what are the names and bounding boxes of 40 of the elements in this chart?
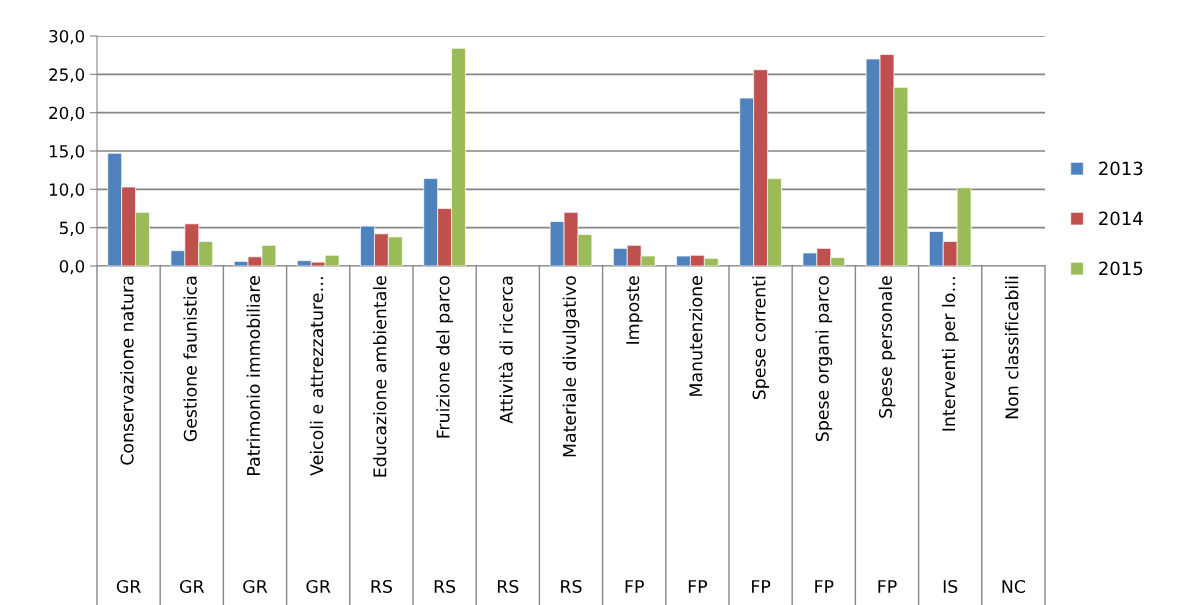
y-tick-label: 15,0 [49, 144, 85, 160]
text: FP [688, 580, 708, 593]
text: FP [878, 580, 897, 593]
legend-label: 2014 [1099, 211, 1143, 226]
legend-label: 2013 [1099, 161, 1143, 176]
y-tick-label: 10,0 [49, 183, 85, 198]
x-tick-label: Interventi per lo… [941, 277, 959, 431]
text: FP [625, 580, 644, 593]
text: GR [180, 579, 205, 594]
x-tick-label: Spese personale [878, 276, 896, 418]
x-tick-label: Educazione ambientale [373, 276, 387, 477]
text: FP [752, 580, 771, 593]
legend-label: 2015 [1099, 261, 1143, 276]
y-tick-label: 30,0 [49, 29, 85, 45]
x-tick-label: Imposte [626, 276, 643, 344]
x-tick-label: Veicoli e attrezzature… [309, 277, 324, 476]
text: GR [243, 579, 268, 594]
x-tick-label: Attività di ricerca [498, 276, 513, 424]
x-tick-label: Patrimonio immobiliare [246, 276, 261, 475]
x-tick-label: Spese correnti [752, 276, 769, 400]
x-tick-label: Manutenzione [689, 276, 703, 396]
text: GR [306, 579, 331, 594]
text: IS [943, 579, 958, 594]
x-tick-label: Fruizione del parco [436, 276, 453, 438]
y-tick-label: 5,0 [59, 221, 85, 236]
x-tick-label: Gestione faunistica [183, 276, 197, 442]
x-tick-label: Materiale divulgativo [562, 276, 580, 457]
x-tick-label: Non classificabili [1005, 276, 1019, 419]
text: NC [1002, 579, 1026, 594]
text: GR [116, 579, 141, 594]
text: RS [434, 579, 456, 594]
x-tick-label: Spese organi parco [815, 276, 833, 442]
y-tick-label: 0,0 [59, 259, 85, 275]
text: RS [497, 579, 519, 594]
y-tick-label: 25,0 [49, 68, 85, 83]
text: RS [561, 579, 582, 594]
text: RS [371, 579, 392, 594]
x-tick-label: Conservazione natura [120, 276, 134, 465]
y-tick-label: 20,0 [49, 106, 85, 121]
text: FP [815, 580, 834, 593]
